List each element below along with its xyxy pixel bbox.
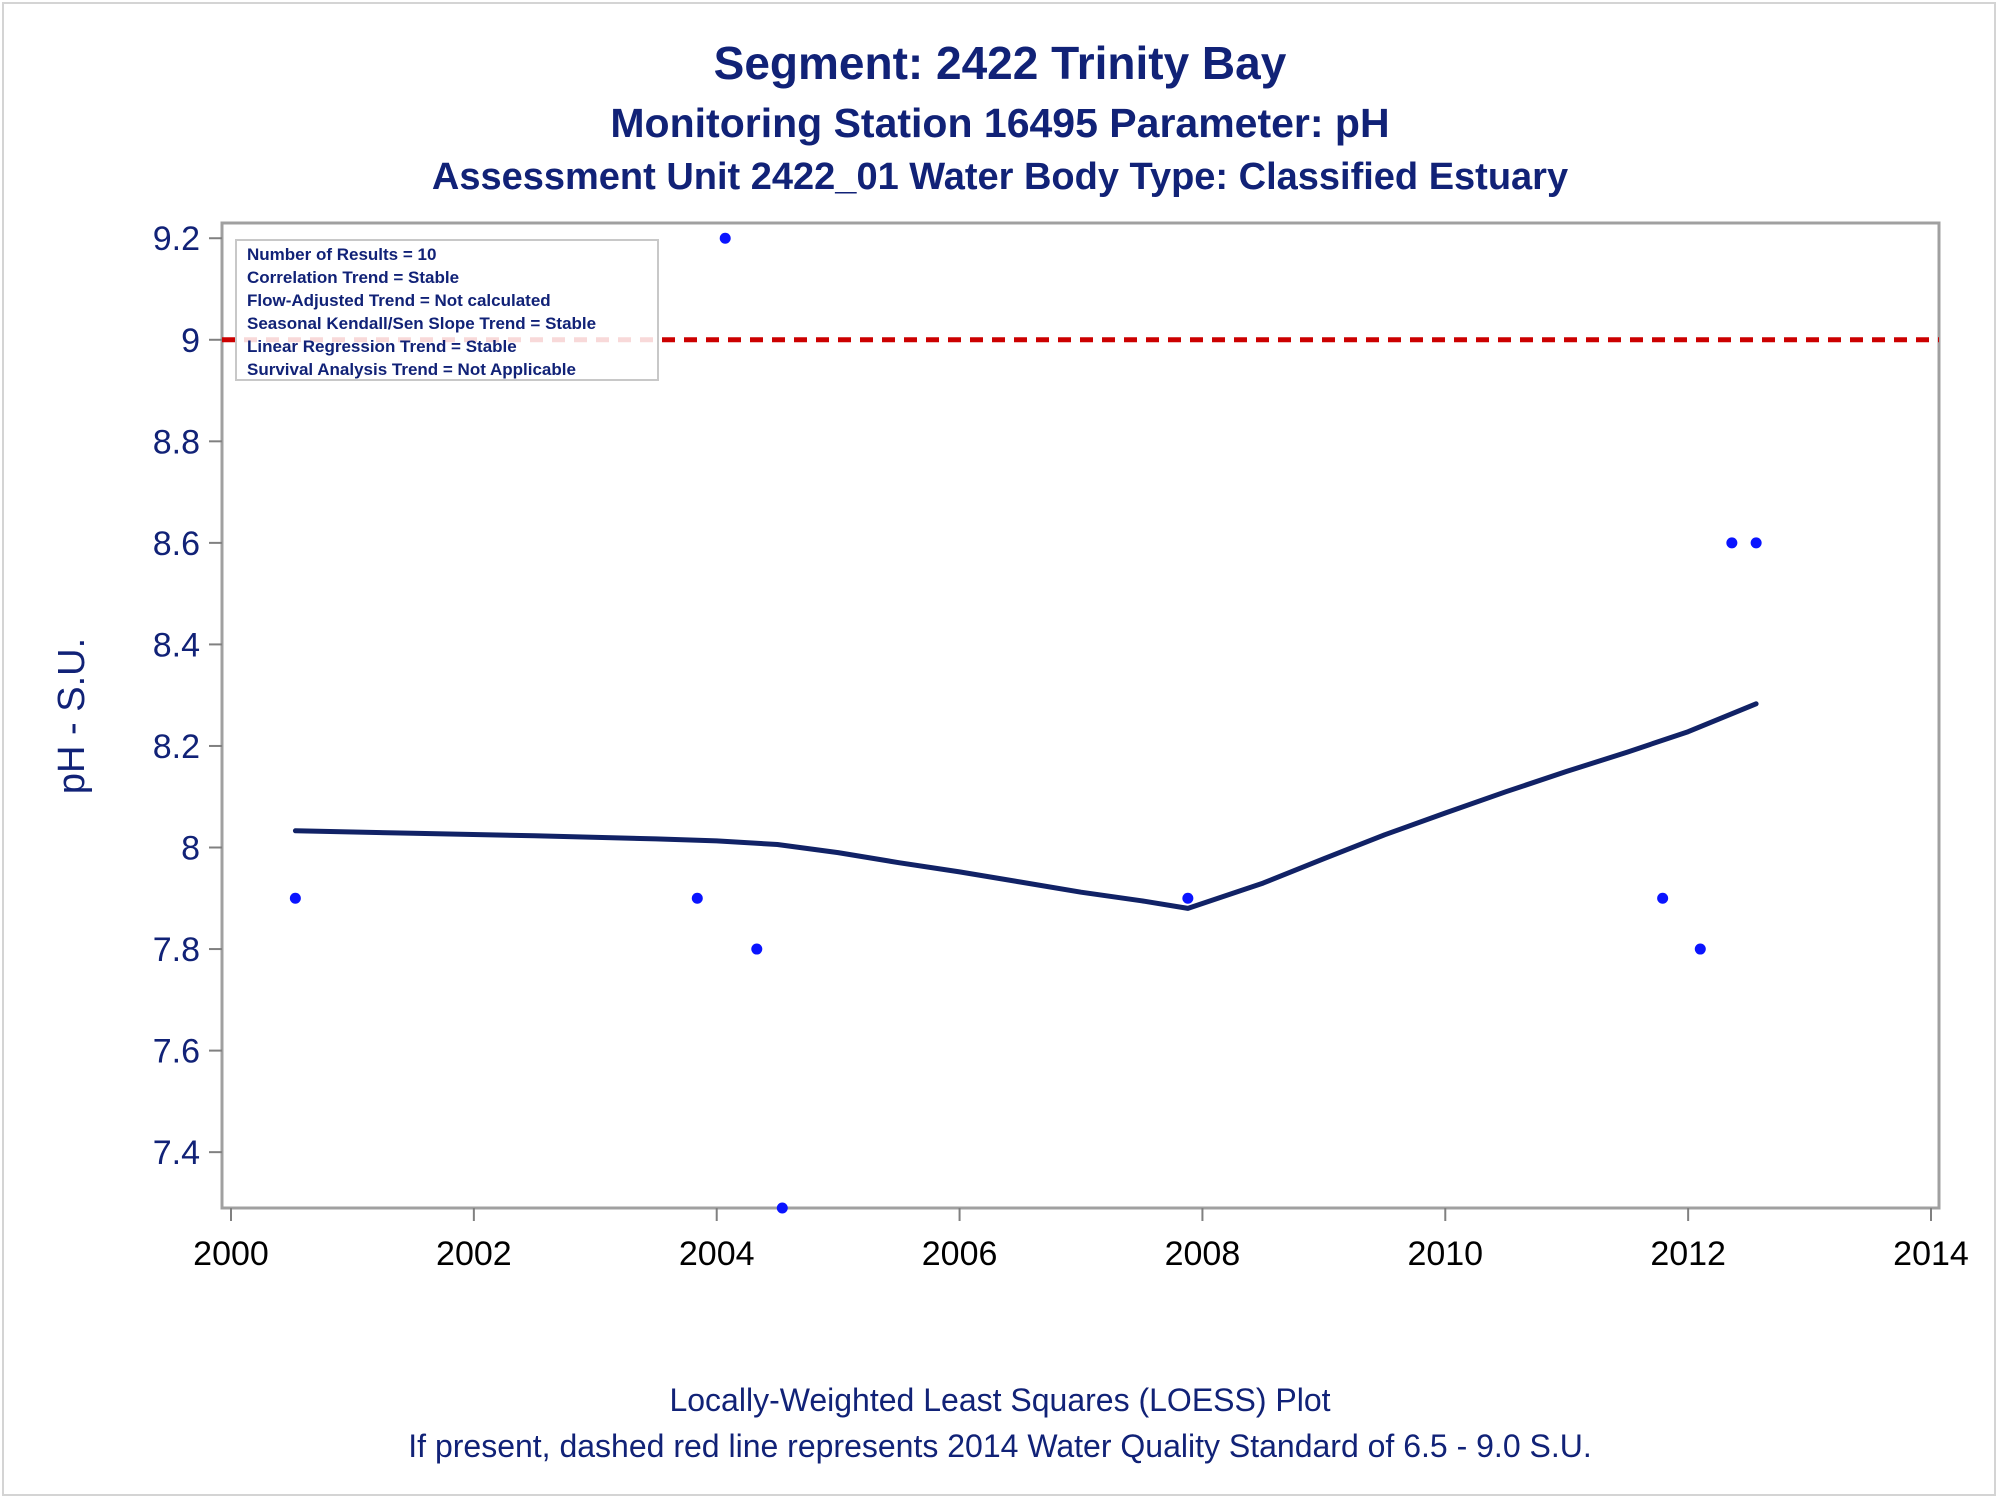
data-point [691, 892, 703, 904]
data-point [289, 892, 301, 904]
y-tick-label: 7.4 [153, 1134, 200, 1172]
inset-line-flow-adjusted: Flow-Adjusted Trend = Not calculated [247, 291, 551, 310]
x-tick-label: 2004 [679, 1235, 755, 1273]
x-tick-label: 2000 [193, 1235, 269, 1273]
y-tick-label: 9.2 [153, 220, 200, 258]
y-tick-label: 8 [181, 830, 200, 868]
chart-subtitle: Monitoring Station 16495 Parameter: pH [610, 100, 1390, 146]
x-tick-label: 2012 [1650, 1235, 1726, 1273]
y-tick-label: 8.8 [153, 423, 200, 461]
data-point [751, 943, 763, 955]
y-tick-label: 7.8 [153, 931, 200, 969]
data-point [1750, 537, 1762, 549]
inset-legend-box: Number of Results = 10 Correlation Trend… [235, 239, 659, 381]
data-point [1726, 537, 1738, 549]
inset-line-survival-analysis: Survival Analysis Trend = Not Applicable [247, 360, 576, 379]
x-tick-label: 2008 [1165, 1235, 1241, 1273]
data-point [1182, 892, 1194, 904]
y-tick-label: 7.6 [153, 1033, 200, 1071]
chart-title: Segment: 2422 Trinity Bay [713, 37, 1287, 89]
x-tick-label: 2010 [1407, 1235, 1483, 1273]
inset-line-linear-regression: Linear Regression Trend = Stable [247, 337, 517, 356]
inset-line-seasonal-kendall: Seasonal Kendall/Sen Slope Trend = Stabl… [247, 314, 596, 333]
plot-area [220, 221, 1941, 1210]
x-tick-label: 2002 [436, 1235, 512, 1273]
y-tick-label: 8.2 [153, 728, 200, 766]
inset-line-results: Number of Results = 10 [247, 245, 436, 264]
loess-curve [292, 701, 1759, 911]
data-point [776, 1202, 788, 1214]
y-tick-label: 8.6 [153, 525, 200, 563]
data-point [1657, 892, 1669, 904]
x-tick-label: 2014 [1893, 1235, 1969, 1273]
data-point [1694, 943, 1706, 955]
y-axis-label: pH - S.U. [51, 638, 93, 794]
y-tick-label: 8.4 [153, 626, 200, 664]
x-tick-label: 2006 [922, 1235, 998, 1273]
chart-subtitle-2: Assessment Unit 2422_01 Water Body Type:… [431, 156, 1569, 198]
footnote-standard: If present, dashed red line represents 2… [408, 1428, 1592, 1464]
footnote-loess: Locally-Weighted Least Squares (LOESS) P… [669, 1382, 1331, 1418]
data-point [719, 232, 731, 244]
inset-line-correlation: Correlation Trend = Stable [247, 268, 459, 287]
y-tick-label: 9 [181, 322, 200, 360]
